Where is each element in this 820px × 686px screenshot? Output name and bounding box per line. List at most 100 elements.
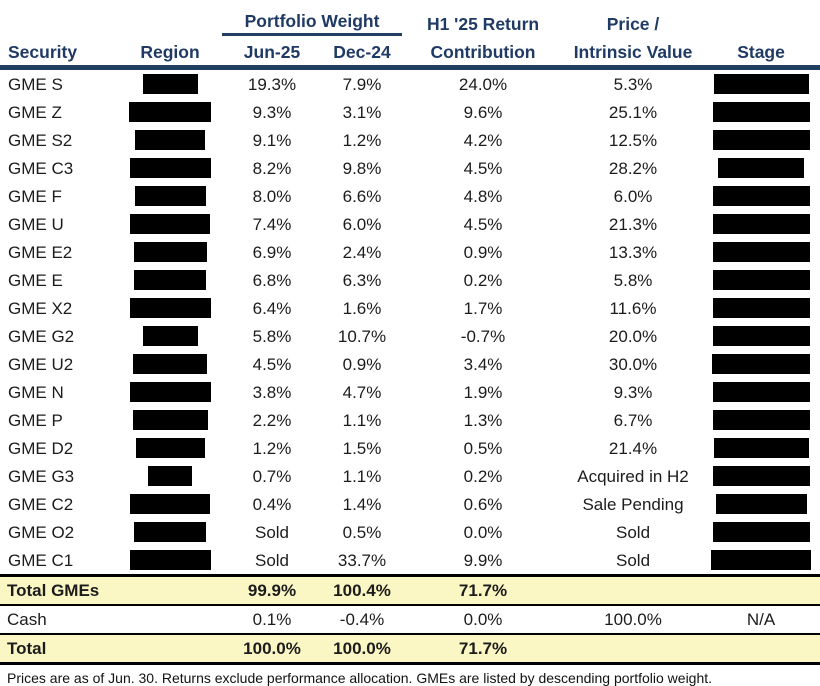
price-intrinsic-cell: 21.3% [608, 214, 658, 234]
holding-row: GME S 19.3% 7.9% 24.0% 5.3% [0, 68, 820, 99]
region-cell [118, 546, 222, 576]
holdings-table: Portfolio Weight H1 '25 Return Price / S… [0, 0, 820, 664]
contribution-cell: 0.0% [463, 522, 503, 542]
region-cell [118, 462, 222, 490]
contribution-cell: 1.7% [463, 298, 503, 318]
holding-row: GME C1 Sold 33.7% 9.9% Sold [0, 546, 820, 576]
dec24-cell: 10.7% [337, 326, 387, 346]
spacer [0, 0, 118, 35]
contribution-cell: -0.7% [460, 326, 506, 346]
stage-cell [702, 210, 820, 238]
holding-row: GME G3 0.7% 1.1% 0.2% Acquired in H2 [0, 462, 820, 490]
jun25-cell: 1.2% [252, 438, 292, 458]
region-cell [118, 490, 222, 518]
price-intrinsic-cell: 5.3% [613, 74, 653, 94]
price-intrinsic-cell: Sold [616, 550, 651, 570]
region-cell [118, 434, 222, 462]
redacted-region-box [130, 494, 210, 514]
region-cell [118, 350, 222, 378]
jun25-cell: 8.2% [252, 158, 292, 178]
redacted-region-box [135, 438, 205, 458]
stage-cell [702, 576, 820, 606]
jun25-cell: 0.7% [252, 466, 292, 486]
redacted-stage-box [712, 270, 810, 290]
stage-header: Stage [702, 34, 820, 70]
stage-cell [702, 182, 820, 210]
region-cell [118, 182, 222, 210]
security-cell: GME O2 [8, 522, 75, 542]
holding-row: GME Z 9.3% 3.1% 9.6% 25.1% [0, 98, 820, 126]
redacted-region-box [142, 326, 198, 346]
price-intrinsic-cell: Sold [616, 522, 651, 542]
contribution-cell: 4.8% [463, 186, 503, 206]
footnote: Prices are as of Jun. 30. Returns exclud… [7, 670, 713, 686]
dec24-cell: 1.1% [342, 466, 382, 486]
total-label-cell: Total [7, 639, 47, 658]
security-cell: GME G3 [8, 466, 75, 486]
security-cell: GME U [8, 214, 64, 234]
dec24-cell: 2.4% [342, 242, 382, 262]
region-cell [118, 322, 222, 350]
security-cell: GME S [8, 74, 63, 94]
jun25-cell: 8.0% [252, 186, 292, 206]
stage-cell [702, 294, 820, 322]
holding-row: GME N 3.8% 4.7% 1.9% 9.3% [0, 378, 820, 406]
redacted-region-box [134, 270, 206, 290]
dec24-cell: 6.6% [342, 186, 382, 206]
security-cell: GME E2 [8, 242, 73, 262]
contribution-cell: 0.2% [463, 270, 503, 290]
holding-row: GME E 6.8% 6.3% 0.2% 5.8% [0, 266, 820, 294]
jun25-cell: 6.8% [252, 270, 292, 290]
stage-cell [702, 98, 820, 126]
dec24-cell: 7.9% [342, 74, 382, 94]
header-row-top: Portfolio Weight H1 '25 Return Price / [0, 0, 820, 36]
holding-row: GME D2 1.2% 1.5% 0.5% 21.4% [0, 434, 820, 462]
security-cell: GME C1 [8, 550, 74, 570]
redacted-region-box [133, 242, 207, 262]
redacted-stage-box [718, 158, 805, 178]
stage-cell [702, 406, 820, 434]
redacted-region-box [132, 410, 208, 430]
dec24-cell: 4.7% [342, 382, 382, 402]
region-cell [118, 238, 222, 266]
redacted-region-box [135, 130, 205, 150]
price-intrinsic-cell: 100.0% [604, 610, 662, 629]
jun25-cell: 9.1% [252, 130, 292, 150]
price-intrinsic-cell: 6.7% [613, 410, 653, 430]
contribution-cell: 4.2% [463, 130, 503, 150]
dec24-cell: 1.6% [342, 298, 382, 318]
redacted-region-box [129, 550, 211, 570]
stage-cell [702, 350, 820, 378]
region-cell [118, 154, 222, 182]
price-header-line1: Price / [606, 14, 660, 35]
contribution-cell: 4.5% [463, 214, 503, 234]
redacted-stage-box [715, 494, 807, 514]
jun25-cell: 19.3% [247, 74, 297, 94]
redacted-region-box [130, 214, 210, 234]
redacted-stage-box [713, 74, 809, 94]
dec24-cell: 33.7% [337, 550, 387, 570]
jun25-cell: 4.5% [252, 354, 292, 374]
redacted-region-box [133, 354, 207, 374]
holding-row: GME P 2.2% 1.1% 1.3% 6.7% [0, 406, 820, 434]
holding-row: GME U2 4.5% 0.9% 3.4% 30.0% [0, 350, 820, 378]
price-intrinsic-cell: 21.4% [608, 438, 658, 458]
stage-cell [702, 238, 820, 266]
stage-cell [702, 266, 820, 294]
stage-cell [702, 434, 820, 462]
stage-cell [702, 634, 820, 664]
dec24-cell: 3.1% [342, 102, 382, 122]
price-intrinsic-cell: 11.6% [609, 298, 657, 318]
contribution-cell: 0.2% [463, 466, 503, 486]
dec24-cell: 1.2% [342, 130, 382, 150]
security-cell: GME E [8, 270, 63, 290]
contribution-cell: 0.5% [463, 438, 503, 458]
jun25-cell: 0.1% [252, 610, 292, 629]
price-intrinsic-cell: 13.3% [608, 242, 658, 262]
total-label-cell: Cash [7, 610, 47, 629]
contribution-cell: 3.4% [463, 354, 503, 374]
jun25-cell: 6.9% [252, 242, 292, 262]
contribution-cell: 9.6% [463, 102, 503, 122]
redacted-stage-box [713, 438, 809, 458]
holding-row: GME G2 5.8% 10.7% -0.7% 20.0% [0, 322, 820, 350]
